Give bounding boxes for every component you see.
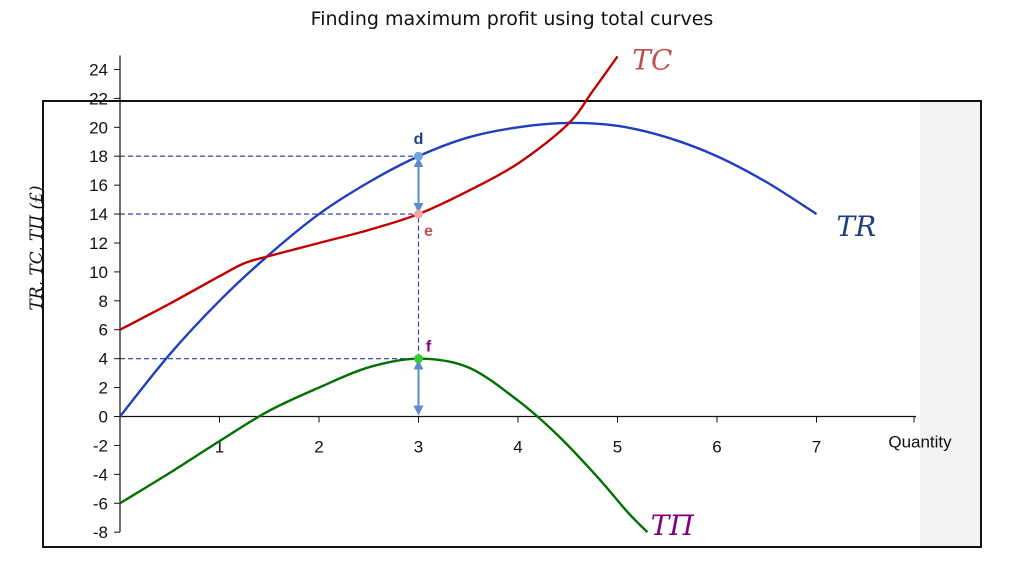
curve-label: TR [836, 210, 876, 243]
series-line-2 [119, 357, 649, 534]
y-tick-label: 18 [89, 147, 108, 166]
x-tick-label: 2 [314, 438, 323, 457]
y-tick-label: 16 [89, 176, 108, 195]
y-tick-label: 8 [99, 292, 108, 311]
series-layer [119, 55, 818, 534]
y-tick-label: -6 [93, 494, 108, 513]
y-tick-label: 2 [99, 379, 108, 398]
x-tick-label: 4 [513, 438, 522, 457]
y-tick-label: 4 [99, 350, 108, 369]
y-tick-label: 12 [89, 234, 108, 253]
y-axis-label: TR, TC, TΠ (£) [27, 185, 47, 310]
guide-lines [120, 155, 420, 360]
labels-layer: d e f TC TR TΠ [414, 43, 877, 542]
x-axis-label: Quantity [888, 433, 952, 452]
y-tick-label: -2 [93, 436, 108, 455]
point-label: e [424, 223, 433, 240]
x-tick-label: 5 [613, 438, 622, 457]
y-tick-label: 22 [89, 89, 108, 108]
y-tick-label: 10 [89, 263, 108, 282]
y-tick-label: 6 [99, 321, 108, 340]
x-tick-label: 3 [414, 438, 423, 457]
curve-label: TΠ [651, 509, 695, 542]
point-marker [414, 151, 423, 161]
x-tick-label: 6 [712, 438, 721, 457]
y-tick-label: 20 [89, 118, 108, 137]
curve-label: TC [632, 43, 672, 76]
point-marker [414, 209, 423, 219]
point-marker [414, 354, 423, 364]
point-label: d [414, 131, 424, 148]
y-tick-label: 0 [99, 408, 108, 427]
x-tick-label: 7 [812, 438, 821, 457]
x-tick-label: 1 [215, 438, 224, 457]
y-tick-label: 14 [89, 205, 108, 224]
chart-frame-shade [920, 102, 980, 546]
marks-layer [413, 151, 424, 416]
series-line-1 [119, 55, 619, 331]
point-label: f [426, 339, 432, 356]
y-tick-label: -8 [93, 523, 108, 542]
y-tick-label: 24 [89, 60, 108, 79]
page-title: Finding maximum profit using total curve… [310, 8, 714, 30]
y-tick-label: -4 [93, 465, 108, 484]
series-line-0 [119, 121, 818, 418]
